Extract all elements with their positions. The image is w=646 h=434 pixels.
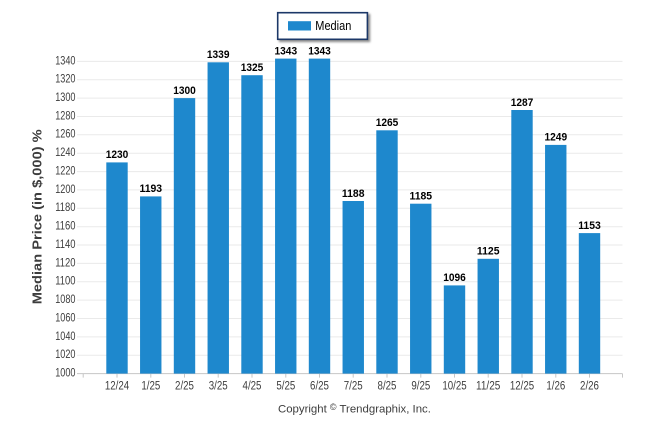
svg-text:1320: 1320: [55, 74, 75, 86]
svg-text:6/25: 6/25: [310, 381, 329, 393]
svg-text:9/25: 9/25: [411, 381, 430, 393]
svg-text:1240: 1240: [55, 147, 75, 159]
svg-text:1200: 1200: [55, 184, 75, 196]
svg-text:5/25: 5/25: [276, 381, 295, 393]
svg-text:1343: 1343: [275, 45, 298, 57]
svg-text:1325: 1325: [241, 62, 264, 74]
svg-text:1185: 1185: [410, 191, 433, 203]
svg-text:1096: 1096: [443, 272, 466, 284]
svg-text:1180: 1180: [55, 202, 75, 214]
svg-text:1040: 1040: [55, 331, 75, 343]
svg-text:1/25: 1/25: [141, 381, 160, 393]
svg-text:1000: 1000: [55, 368, 75, 380]
svg-text:1300: 1300: [173, 85, 196, 97]
svg-text:1020: 1020: [55, 349, 75, 361]
svg-text:4/25: 4/25: [243, 381, 262, 393]
svg-text:8/25: 8/25: [378, 381, 397, 393]
svg-text:1193: 1193: [140, 183, 163, 195]
svg-text:Median: Median: [315, 19, 351, 33]
svg-text:1300: 1300: [55, 92, 75, 104]
svg-text:1080: 1080: [55, 294, 75, 306]
svg-text:1249: 1249: [545, 132, 568, 144]
svg-text:1287: 1287: [511, 97, 534, 109]
svg-text:7/25: 7/25: [344, 381, 363, 393]
svg-text:2/25: 2/25: [175, 381, 194, 393]
svg-text:10/25: 10/25: [442, 381, 466, 393]
svg-text:1/26: 1/26: [546, 381, 565, 393]
svg-text:1140: 1140: [55, 239, 75, 251]
svg-text:12/24: 12/24: [105, 381, 130, 393]
svg-text:2/26: 2/26: [580, 381, 599, 393]
svg-text:11/25: 11/25: [476, 381, 500, 393]
svg-text:3/25: 3/25: [209, 381, 228, 393]
svg-text:1153: 1153: [578, 220, 601, 232]
svg-text:1160: 1160: [55, 221, 75, 233]
svg-text:Copyright © Trendgraphix, Inc.: Copyright © Trendgraphix, Inc.: [278, 402, 431, 416]
svg-text:1188: 1188: [342, 188, 365, 200]
svg-text:1100: 1100: [55, 276, 75, 288]
svg-text:1230: 1230: [106, 149, 129, 161]
svg-text:1260: 1260: [55, 129, 75, 141]
svg-text:1340: 1340: [55, 55, 75, 67]
svg-text:1280: 1280: [55, 110, 75, 122]
svg-text:1060: 1060: [55, 312, 75, 324]
svg-text:1265: 1265: [376, 117, 399, 129]
svg-text:12/25: 12/25: [510, 381, 534, 393]
svg-text:1343: 1343: [308, 45, 331, 57]
svg-text:Median Price (in $,000) %: Median Price (in $,000) %: [30, 129, 45, 304]
svg-text:1339: 1339: [207, 49, 230, 61]
svg-text:1120: 1120: [55, 257, 75, 269]
svg-text:1125: 1125: [477, 246, 500, 258]
svg-text:1220: 1220: [55, 166, 75, 178]
